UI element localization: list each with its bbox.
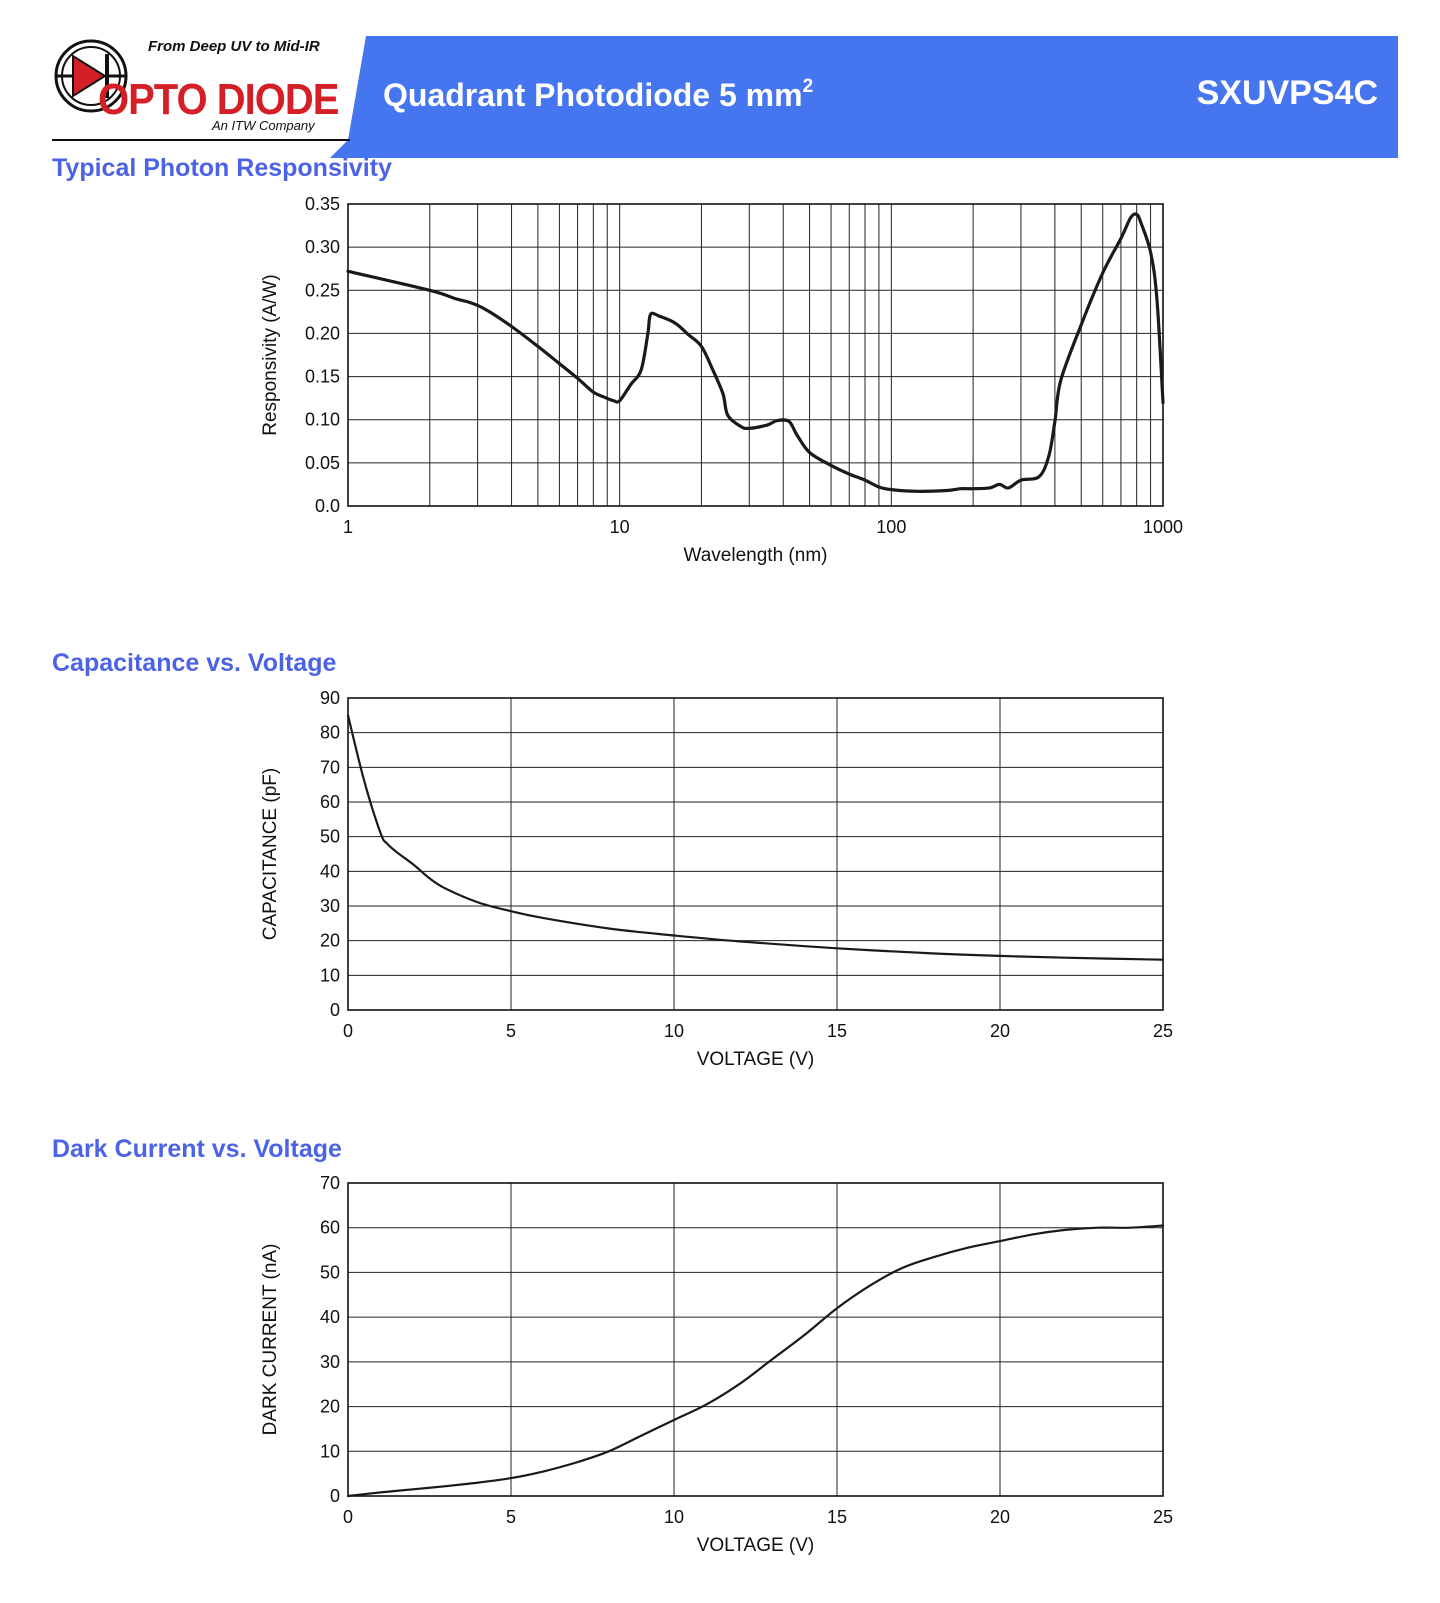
- capacitance-chart: 0 10 20 30 40 50 60 70 80 90 0 5 10 15 20 25 VOLTAGE (V)…: [260, 688, 1173, 1070]
- y-tick-label: 60: [320, 792, 340, 812]
- x-axis-label: VOLTAGE (V): [697, 1049, 815, 1070]
- y-axis-label: Responsivity (A/W): [260, 274, 281, 436]
- company-logo: From Deep UV to Mid-IR OPTO DIODE An ITW…: [52, 36, 382, 146]
- x-tick-label: 10: [664, 1021, 684, 1041]
- grid: [347, 1182, 1164, 1497]
- y-tick-label: 0.20: [305, 323, 340, 343]
- brand-name: OPTO DIODE: [98, 76, 339, 124]
- y-tick-label: 0.35: [305, 194, 340, 214]
- y-tick-label: 20: [320, 931, 340, 951]
- y-tick-label: 70: [320, 757, 340, 777]
- data-series-line: [346, 1224, 1165, 1498]
- y-tick-label: 40: [320, 1307, 340, 1327]
- data-series-line: [346, 714, 1165, 961]
- y-axis-label: DARK CURRENT (nA): [260, 1244, 281, 1436]
- responsivity-chart: 0.0 0.05 0.10 0.15 0.20 0.25 0.30 0.35 1 10 100 100…: [260, 194, 1183, 566]
- grid: [347, 697, 1164, 1011]
- responsivity-section-title: Typical Photon Responsivity: [52, 154, 392, 182]
- x-axis-label: Wavelength (nm): [684, 545, 828, 566]
- tagline: From Deep UV to Mid-IR: [148, 38, 320, 55]
- y-tick-label: 70: [320, 1173, 340, 1193]
- x-tick-label: 100: [876, 517, 906, 537]
- x-tick-label: 1: [343, 517, 353, 537]
- y-tick-label: 60: [320, 1218, 340, 1238]
- y-tick-label: 0.25: [305, 280, 340, 300]
- y-tick-label: 0.10: [305, 410, 340, 430]
- x-tick-label: 0: [343, 1021, 353, 1041]
- x-tick-label: 20: [990, 1021, 1010, 1041]
- brand-subtitle: An ITW Company: [212, 118, 315, 133]
- data-series-line: [346, 212, 1165, 493]
- y-tick-label: 10: [320, 1441, 340, 1461]
- y-tick-label: 10: [320, 965, 340, 985]
- y-tick-label: 30: [320, 896, 340, 916]
- plot-frame: [347, 1182, 1164, 1497]
- x-tick-label: 10: [664, 1507, 684, 1527]
- capacitance-section-title: Capacitance vs. Voltage: [52, 649, 337, 677]
- y-tick-label: 50: [320, 1262, 340, 1282]
- x-axis-label: VOLTAGE (V): [697, 1535, 815, 1556]
- y-tick-label: 50: [320, 827, 340, 847]
- diode-logo-icon: [54, 39, 128, 113]
- y-tick-label: 0: [330, 1486, 340, 1506]
- x-tick-label: 5: [506, 1507, 516, 1527]
- y-tick-label: 30: [320, 1352, 340, 1372]
- header-band: [52, 36, 1398, 158]
- x-tick-label: 20: [990, 1507, 1010, 1527]
- y-tick-label: 0.05: [305, 453, 340, 473]
- product-title-text: Quadrant Photodiode 5 mm: [383, 77, 803, 113]
- y-tick-label: 80: [320, 723, 340, 743]
- x-tick-label: 1000: [1143, 517, 1183, 537]
- product-title-superscript: 2: [802, 76, 814, 97]
- plot-frame: [347, 697, 1164, 1011]
- grid: [347, 203, 1163, 507]
- x-tick-label: 25: [1153, 1021, 1173, 1041]
- y-tick-label: 90: [320, 688, 340, 708]
- y-tick-label: 0: [330, 1000, 340, 1020]
- y-tick-label: 20: [320, 1397, 340, 1417]
- y-tick-label: 0.15: [305, 367, 340, 387]
- dark-current-section-title: Dark Current vs. Voltage: [52, 1135, 342, 1163]
- y-axis-label: CAPACITANCE (pF): [260, 768, 281, 940]
- plot-frame: [347, 203, 1164, 507]
- y-tick-label: 0.30: [305, 237, 340, 257]
- x-tick-label: 0: [343, 1507, 353, 1527]
- x-tick-label: 15: [827, 1507, 847, 1527]
- x-tick-label: 10: [610, 517, 630, 537]
- x-tick-label: 5: [506, 1021, 516, 1041]
- product-title: Quadrant Photodiode 5 mm2: [383, 76, 813, 114]
- part-number: SXUVPS4C: [1196, 74, 1378, 112]
- page-header: From Deep UV to Mid-IR OPTO DIODE An ITW…: [52, 36, 1398, 158]
- x-tick-label: 25: [1153, 1507, 1173, 1527]
- x-tick-label: 15: [827, 1021, 847, 1041]
- y-tick-label: 0.0: [315, 496, 340, 516]
- y-tick-label: 40: [320, 861, 340, 881]
- dark-current-chart: 0 10 20 30 40 50 60 70 0 5 10 15 20 25 VOLTAGE (V) DARK…: [260, 1173, 1173, 1556]
